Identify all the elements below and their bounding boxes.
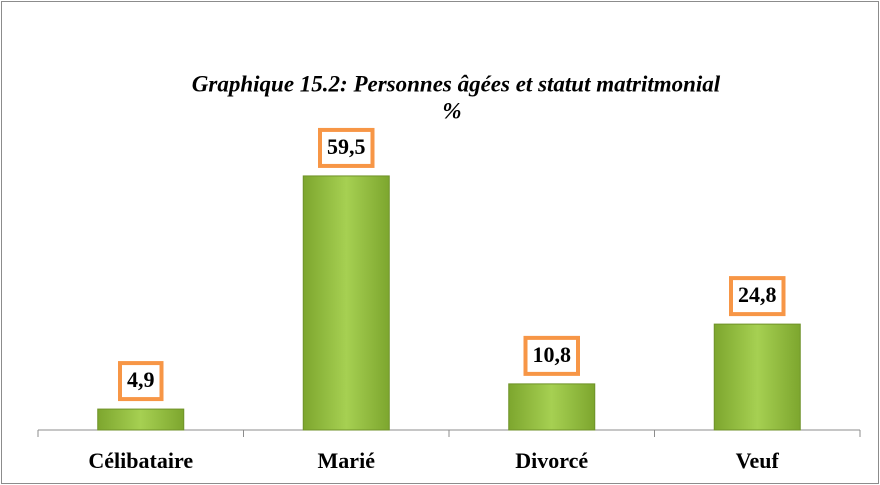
x-tick-label: Veuf <box>736 448 780 473</box>
value-label-box <box>118 361 164 402</box>
bar <box>713 323 801 431</box>
bar <box>508 383 596 431</box>
chart-subtitle: % <box>442 98 461 123</box>
value-label: 59,5 <box>327 134 366 159</box>
value-label-box <box>523 335 580 376</box>
value-label: 4,9 <box>127 367 155 392</box>
value-label-box <box>729 276 786 317</box>
x-tick-label: Divorcé <box>515 448 588 473</box>
value-label-box <box>318 127 375 168</box>
x-tick-label: Célibataire <box>88 448 193 473</box>
chart-title: Graphique 15.2: Personnes âgées et statu… <box>192 71 721 96</box>
x-tick-label: Marié <box>318 448 376 473</box>
value-label: 10,8 <box>533 342 572 367</box>
value-label: 24,8 <box>738 282 777 307</box>
bar <box>97 408 185 431</box>
bar <box>302 175 390 431</box>
